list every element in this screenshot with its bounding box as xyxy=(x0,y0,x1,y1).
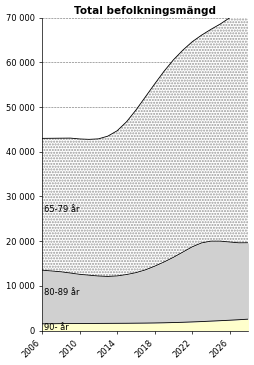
Text: 90- år: 90- år xyxy=(44,323,69,332)
Text: 65-79 år: 65-79 år xyxy=(44,205,80,214)
Title: Total befolkningsmängd: Total befolkningsmängd xyxy=(74,5,216,16)
Text: 80-89 år: 80-89 år xyxy=(44,288,80,297)
